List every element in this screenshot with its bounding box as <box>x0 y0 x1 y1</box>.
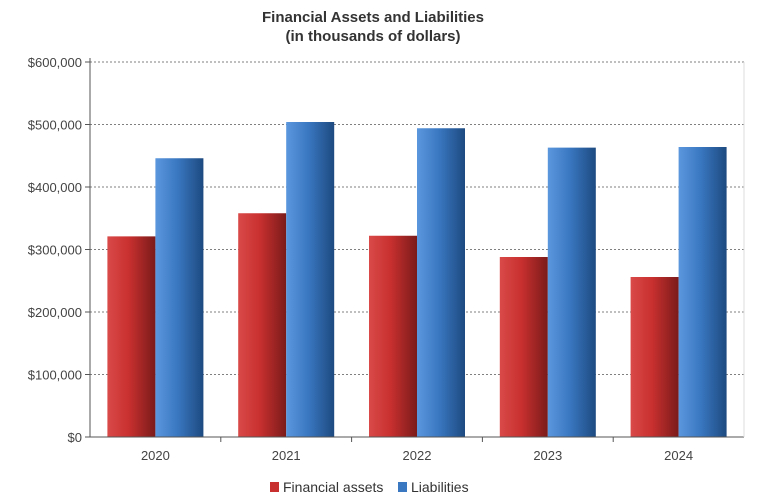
x-tick-label: 2024 <box>664 448 693 463</box>
bar-liabilities-2022 <box>417 128 465 437</box>
legend-label-financial-assets: Financial assets <box>283 479 383 495</box>
y-tick-label: $400,000 <box>28 180 82 195</box>
legend-label-liabilities: Liabilities <box>411 479 469 495</box>
y-tick-label: $200,000 <box>28 305 82 320</box>
x-tick-label: 2022 <box>403 448 432 463</box>
bar-liabilities-2021 <box>286 122 335 437</box>
y-tick-label: $0 <box>68 430 82 445</box>
chart-title: Financial Assets and Liabilities <box>262 9 484 26</box>
y-tick-label: $300,000 <box>28 243 82 258</box>
bar-financial-assets-2021 <box>238 213 287 437</box>
y-tick-label: $100,000 <box>28 368 82 383</box>
bar-financial-assets-2024 <box>630 277 679 437</box>
bar-liabilities-2024 <box>678 147 727 437</box>
chart-subtitle: (in thousands of dollars) <box>286 28 461 45</box>
bar-financial-assets-2023 <box>499 257 548 437</box>
bar-financial-assets-2020 <box>107 236 156 437</box>
x-tick-label: 2020 <box>141 448 170 463</box>
x-axis-ticks: 2020 2021 2022 2023 2024 <box>141 437 693 463</box>
y-axis-ticks: $0 $100,000 $200,000 $300,000 $400,000 $500,0… <box>28 55 90 445</box>
bar-liabilities-2023 <box>547 147 596 437</box>
bars <box>107 122 727 437</box>
y-tick-label: $500,000 <box>28 118 82 133</box>
legend: Financial assets Liabilities <box>270 479 469 495</box>
bar-financial-assets-2022 <box>369 235 417 437</box>
x-tick-label: 2023 <box>533 448 562 463</box>
y-tick-label: $600,000 <box>28 55 82 70</box>
axes <box>89 58 745 438</box>
x-tick-label: 2021 <box>272 448 301 463</box>
bar-liabilities-2020 <box>155 158 204 437</box>
legend-swatch-financial-assets <box>270 482 279 492</box>
legend-swatch-liabilities <box>398 482 407 492</box>
